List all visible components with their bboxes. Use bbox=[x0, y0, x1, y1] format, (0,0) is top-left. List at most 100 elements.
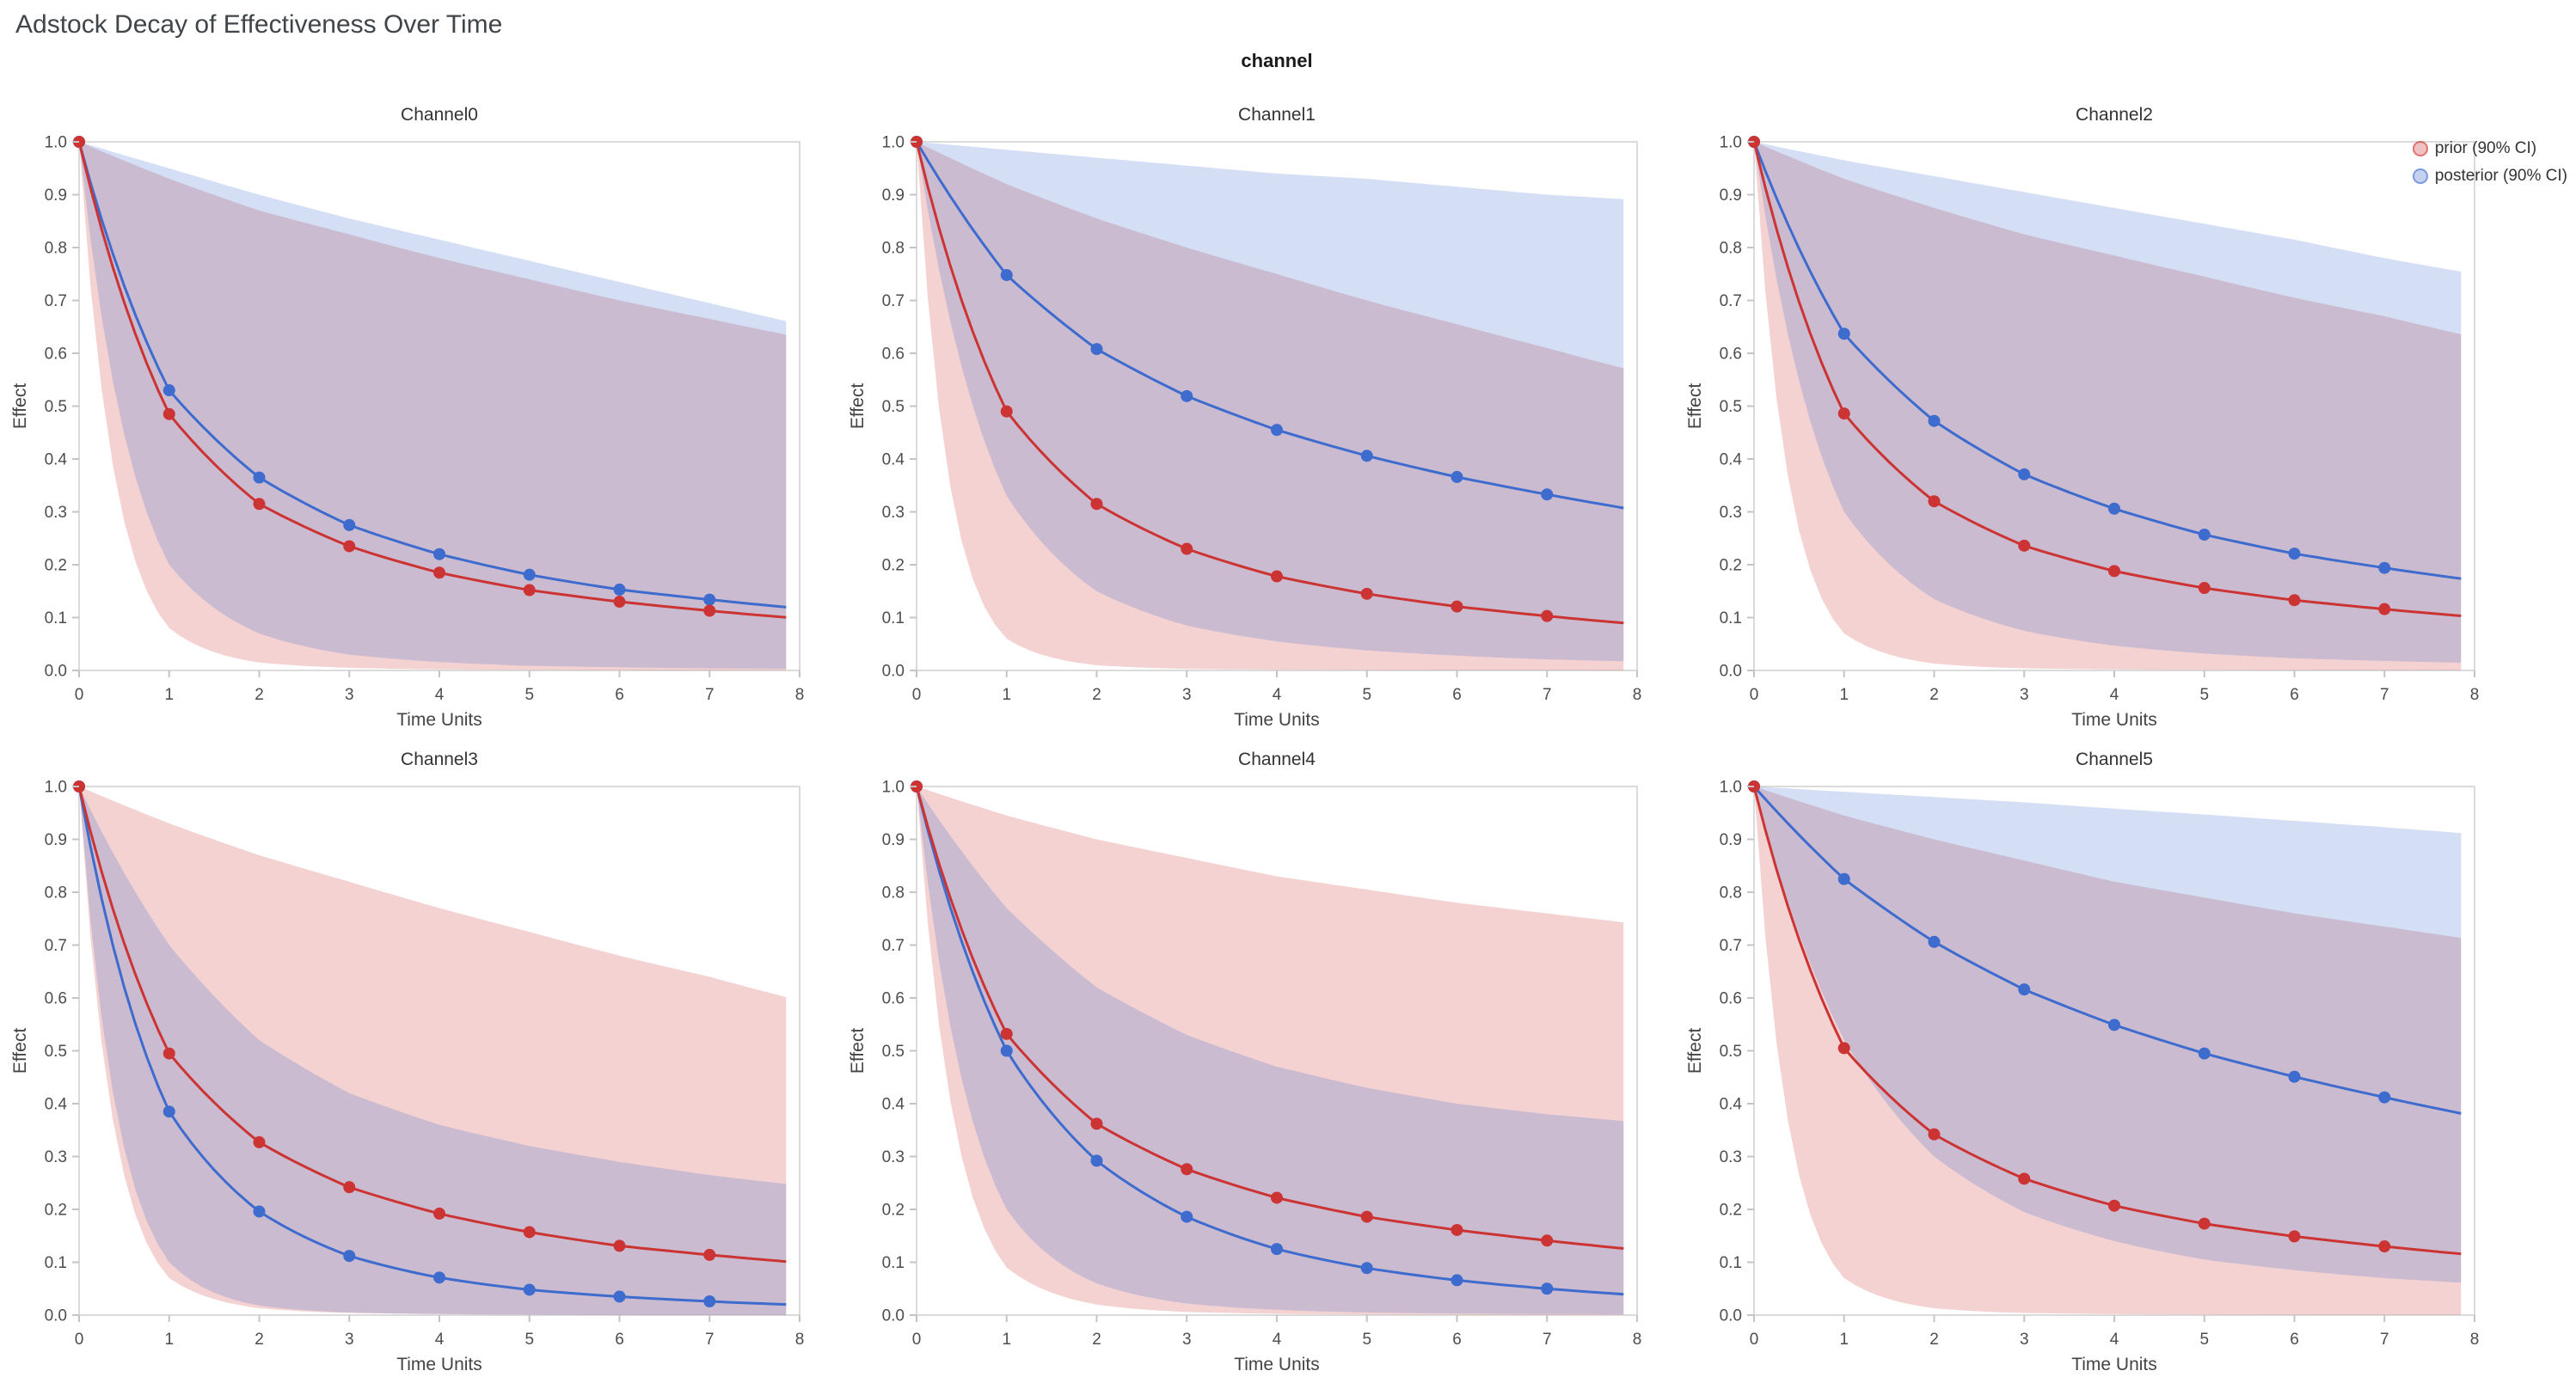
posterior-markers bbox=[1748, 780, 2391, 1104]
x-tick-label: 6 bbox=[615, 1331, 624, 1349]
posterior-marker bbox=[2288, 548, 2301, 560]
prior-marker bbox=[1451, 600, 1463, 613]
prior-marker bbox=[1928, 1128, 1941, 1141]
prior-marker bbox=[343, 540, 356, 553]
x-tick-label: 6 bbox=[2290, 1331, 2299, 1349]
x-tick-label: 1 bbox=[164, 686, 174, 704]
posterior-marker bbox=[1928, 935, 1941, 948]
prior-ci-band bbox=[917, 786, 1624, 1315]
y-tick-label: 0.5 bbox=[882, 398, 905, 416]
prior-marker bbox=[2018, 1172, 2031, 1185]
x-axis-title: Time Units bbox=[1234, 710, 1320, 730]
x-tick-label: 5 bbox=[2199, 686, 2209, 704]
prior-ci-band bbox=[1754, 142, 2462, 670]
x-tick-label: 1 bbox=[1002, 1331, 1011, 1349]
x-tick-label: 4 bbox=[1273, 686, 1282, 704]
prior-marker bbox=[253, 498, 266, 511]
posterior-marker bbox=[2108, 502, 2120, 515]
y-tick-label: 0.0 bbox=[1720, 663, 1742, 681]
posterior-marker bbox=[1360, 1262, 1373, 1275]
x-tick-label: 2 bbox=[1929, 686, 1939, 704]
x-tick-label: 4 bbox=[435, 1331, 445, 1349]
prior-marker bbox=[1837, 1042, 1850, 1055]
y-tick-label: 1.0 bbox=[882, 779, 905, 797]
x-tick-label: 5 bbox=[1362, 1331, 1371, 1349]
posterior-marker bbox=[1271, 424, 1283, 437]
prior-ci-band bbox=[917, 142, 1624, 670]
y-tick-label: 0.2 bbox=[1720, 557, 1742, 575]
x-tick-label: 8 bbox=[1633, 1331, 1642, 1349]
y-tick-label: 0.9 bbox=[45, 187, 67, 205]
y-tick-label: 0.4 bbox=[1720, 1096, 1743, 1114]
posterior-marker bbox=[1000, 268, 1013, 281]
y-tick-label: 0.4 bbox=[882, 1096, 905, 1114]
x-tick-label: 3 bbox=[1182, 686, 1192, 704]
posterior-marker bbox=[343, 518, 356, 531]
posterior-marker bbox=[2198, 1047, 2211, 1060]
legend: prior (90% CI) posterior (90% CI) bbox=[2412, 139, 2567, 186]
y-tick-label: 0.0 bbox=[882, 1307, 905, 1325]
y-tick-label: 0.3 bbox=[1720, 504, 1742, 522]
x-tick-label: 1 bbox=[164, 1331, 174, 1349]
facet-channel1: 0 1 2 3 4 5 6 7 8 0.0 0.1 0.2 0.3 0.4 0.5 0.6 0.7 0.8 0.9 1… bbox=[848, 105, 1641, 730]
legend-item-posterior: posterior (90% CI) bbox=[2412, 167, 2567, 186]
y-tick-label: 0.1 bbox=[882, 609, 905, 627]
y-tick-label: 0.5 bbox=[45, 1043, 67, 1061]
x-tick-label: 2 bbox=[1092, 1331, 1101, 1349]
posterior-marker bbox=[613, 1290, 626, 1303]
y-tick-label: 0.6 bbox=[882, 346, 905, 364]
posterior-marker bbox=[163, 384, 175, 397]
x-tick-label: 1 bbox=[1002, 686, 1011, 704]
y-tick-label: 0.4 bbox=[45, 1096, 68, 1114]
y-tick-label: 0.2 bbox=[882, 557, 905, 575]
y-tick-label: 0.7 bbox=[1720, 292, 1742, 310]
x-axis-title: Time Units bbox=[2071, 710, 2157, 730]
x-tick-label: 7 bbox=[2380, 686, 2389, 704]
posterior-marker bbox=[1000, 1044, 1013, 1057]
y-tick-label: 0.0 bbox=[45, 1307, 67, 1325]
facet-channel0: 0 1 2 3 4 5 6 7 8 0.0 0.1 0.2 0.3 0.4 0.5 0.6 0.7 0.8 0.9 1… bbox=[10, 105, 804, 730]
subplot-title: Channel3 bbox=[401, 750, 478, 769]
prior-marker bbox=[2198, 582, 2211, 595]
y-tick-label: 0.6 bbox=[45, 346, 67, 364]
prior-marker bbox=[613, 1239, 626, 1252]
y-tick-label: 0.9 bbox=[1720, 187, 1742, 205]
facet-variable-label: channel bbox=[1241, 50, 1313, 71]
x-tick-label: 5 bbox=[524, 686, 534, 704]
prior-marker bbox=[2288, 1230, 2301, 1243]
subplot-title: Channel0 bbox=[401, 105, 478, 125]
prior-markers bbox=[911, 136, 1554, 622]
legend-label-prior: prior (90% CI) bbox=[2434, 139, 2537, 157]
posterior-ci-band bbox=[917, 142, 1624, 662]
posterior-ci-band bbox=[79, 786, 787, 1315]
x-tick-label: 7 bbox=[1543, 1331, 1552, 1349]
prior-marker bbox=[1181, 1163, 1193, 1176]
y-tick-label: 0.0 bbox=[882, 663, 905, 681]
prior-marker bbox=[1271, 570, 1283, 583]
prior-ci-band bbox=[1754, 786, 2462, 1315]
prior-marker bbox=[2198, 1217, 2211, 1230]
prior-marker bbox=[1360, 587, 1373, 600]
posterior-marker bbox=[1837, 327, 1850, 340]
posterior-marker bbox=[523, 568, 536, 581]
x-tick-label: 4 bbox=[1273, 1331, 1282, 1349]
x-tick-label: 3 bbox=[345, 1331, 354, 1349]
x-tick-label: 4 bbox=[2110, 1331, 2119, 1349]
prior-marker bbox=[2378, 603, 2391, 615]
x-tick-label: 4 bbox=[435, 686, 445, 704]
posterior-marker bbox=[1181, 389, 1193, 402]
x-tick-label: 8 bbox=[2470, 1331, 2480, 1349]
posterior-marker bbox=[523, 1283, 536, 1296]
x-tick-label: 4 bbox=[2110, 686, 2119, 704]
posterior-marker bbox=[1451, 470, 1463, 483]
prior-marker bbox=[523, 1226, 536, 1239]
y-axis-title: Effect bbox=[848, 1028, 868, 1074]
y-tick-label: 0.5 bbox=[1720, 398, 1742, 416]
posterior-marker bbox=[2018, 983, 2031, 996]
y-tick-label: 0.1 bbox=[1720, 1254, 1742, 1272]
posterior-marker bbox=[1451, 1274, 1463, 1287]
x-tick-label: 2 bbox=[255, 686, 264, 704]
subplot-title: Channel2 bbox=[2076, 105, 2153, 125]
